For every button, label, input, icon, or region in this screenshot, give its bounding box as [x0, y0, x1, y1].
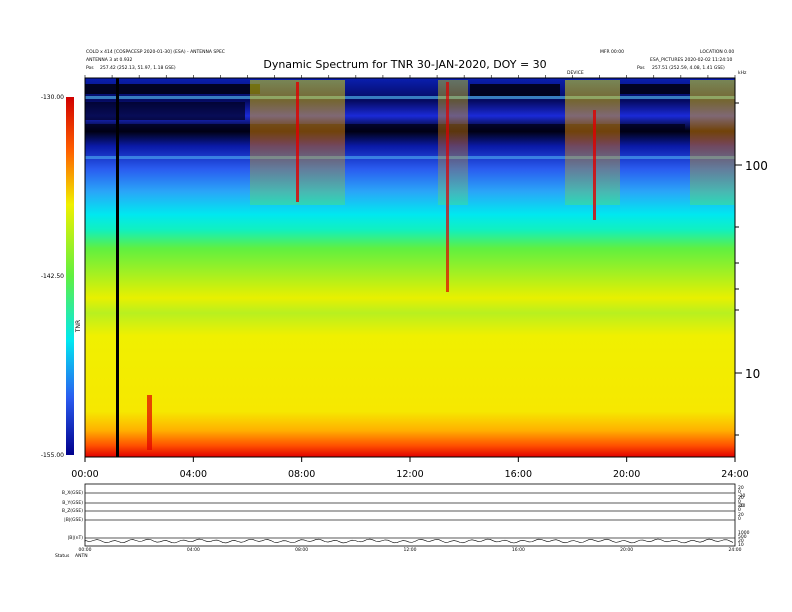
aux-panel: B_X(GSE)200-20B_Y(GSE)200-20B_Z(GSE)200|… — [62, 483, 750, 553]
burst-streak-3 — [593, 110, 596, 220]
dark-band-1 — [85, 84, 260, 94]
header-right-pos-label: Pos — [637, 65, 645, 71]
aux-row-label: B_Z(GSE) — [62, 508, 83, 514]
burst-streak-4 — [147, 395, 152, 450]
header-right-pos-value: 257.51 (252.59, 4.08, 1.41 GSE) — [652, 65, 725, 71]
chart-title: Dynamic Spectrum for TNR 30-JAN-2020, DO… — [263, 58, 546, 71]
header-left-line1: COLD x 414 [COSPACESP 2020-01-30] (ESA) … — [86, 49, 225, 55]
burst-region-3 — [565, 80, 620, 205]
header-right-line1b: LOCATION 0.00 — [700, 49, 734, 55]
burst-region-4 — [690, 80, 735, 205]
x-tick-label: 08:00 — [288, 469, 315, 480]
aux-x-tick-label: 24:00 — [729, 547, 742, 553]
aux-row-tick: 20 — [738, 512, 744, 518]
y-tick-10: 10 — [745, 367, 760, 381]
aux-row-label: B_X(GSE) — [62, 490, 83, 496]
aux-row-tick: 20 — [738, 538, 744, 544]
y-axis-right: 100 10 — [735, 102, 768, 436]
aux-footer-value: ANTN — [75, 553, 88, 559]
aux-x-tick-label: 00:00 — [79, 547, 92, 553]
x-tick-label: 16:00 — [505, 469, 532, 480]
aux-frame — [84, 483, 736, 547]
colorbar — [66, 97, 74, 455]
colorbar-tick-label: -130.00 — [41, 94, 64, 101]
x-tick-label: 24:00 — [721, 469, 748, 480]
colorbar-ticks: -130.00 -142.50 -155.00 — [41, 94, 64, 459]
burst-streak-2 — [446, 82, 449, 292]
aux-x-tick-label: 12:00 — [404, 547, 417, 553]
aux-row-tick: 0 — [738, 507, 741, 513]
header-right-line1a: MFR 00:00 — [600, 49, 624, 55]
aux-row-tick: 1000 — [738, 530, 750, 536]
aux-row-label: |B|(nT) — [68, 535, 83, 541]
header-left-pos-value: 257.42 (252.13, 51.97, 1.18 GSE) — [100, 65, 176, 71]
aux-row-tick: 0 — [738, 489, 741, 495]
x-tick-label: 00:00 — [71, 469, 98, 480]
aux-row-tick: 20 — [738, 503, 744, 509]
aux-row-tick: -20 — [738, 503, 745, 509]
header-device-label: DEVICE — [567, 70, 584, 76]
aux-row-tick: 20 — [738, 495, 744, 501]
header-left-line2: ANTENNA 3 at 0.932 — [86, 57, 133, 63]
aux-row-label: |B|(GSE) — [64, 517, 83, 523]
aux-x-tick-label: 20:00 — [620, 547, 633, 553]
aux-row-tick: 500 — [738, 534, 747, 540]
x-tick-label: 04:00 — [180, 469, 207, 480]
aux-noise-trace — [84, 538, 734, 544]
header-corner-label: kHz — [738, 70, 747, 76]
aux-x-tick-label: 04:00 — [187, 547, 200, 553]
aux-row-tick: -20 — [738, 493, 745, 499]
colorbar-tick-label: -155.00 — [41, 452, 64, 459]
x-tick-label: 20:00 — [613, 469, 640, 480]
aux-x-tick-label: 16:00 — [512, 547, 525, 553]
colorbar-label: TNR — [75, 320, 82, 333]
x-axis: 00:00 04:00 08:00 12:00 16:00 20:00 24:00 — [71, 75, 749, 480]
dark-band-5 — [620, 84, 690, 94]
dark-band-4 — [470, 84, 560, 96]
aux-row-label: B_Y(GSE) — [62, 500, 83, 506]
aux-row-tick: 10 — [738, 542, 744, 548]
x-tick-label: 12:00 — [396, 469, 423, 480]
aux-row-tick: 0 — [738, 499, 741, 505]
light-line-2 — [85, 156, 735, 159]
vertical-marker — [116, 78, 119, 457]
colorbar-tick-label: -142.50 — [41, 273, 64, 280]
aux-row-tick: 20 — [738, 485, 744, 491]
light-line-1 — [85, 96, 735, 99]
y-tick-100: 100 — [745, 159, 768, 173]
header-left-pos-label: Pos — [86, 65, 94, 71]
burst-streak-1 — [296, 82, 299, 202]
spectrogram-background — [85, 78, 735, 457]
spectrogram — [84, 77, 736, 458]
burst-region-2 — [438, 80, 468, 205]
aux-x-tick-label: 08:00 — [295, 547, 308, 553]
header-right-line2: ESA_PICTURES 2020-02-02 11:24:10 — [650, 57, 733, 63]
aux-footer-label: Status — [55, 553, 70, 559]
aux-row-tick: 0 — [738, 516, 741, 522]
dark-band-2 — [85, 102, 245, 120]
dark-band-3 — [85, 124, 685, 132]
